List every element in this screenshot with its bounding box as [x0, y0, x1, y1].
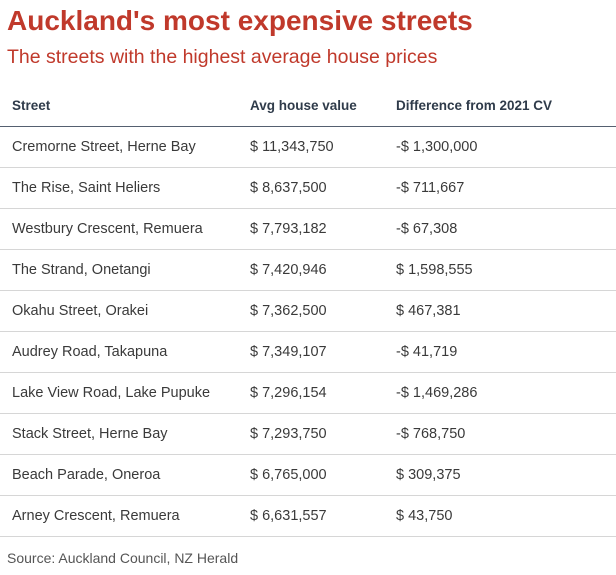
difference-cell: $ 1,598,555	[396, 249, 616, 291]
value-cell: $ 8,637,500	[250, 167, 396, 209]
street-cell: Okahu Street, Orakei	[0, 290, 250, 332]
street-cell: The Strand, Onetangi	[0, 249, 250, 291]
difference-cell: $ 43,750	[396, 495, 616, 537]
difference-cell: -$ 67,308	[396, 208, 616, 250]
streets-table: Street Avg house value Difference from 2…	[0, 86, 616, 537]
difference-cell: -$ 768,750	[396, 413, 616, 455]
difference-cell: $ 467,381	[396, 290, 616, 332]
difference-cell: -$ 41,719	[396, 331, 616, 373]
table-row: Lake View Road, Lake Pupuke $ 7,296,154 …	[0, 372, 616, 414]
table-row: Audrey Road, Takapuna $ 7,349,107 -$ 41,…	[0, 331, 616, 373]
column-header-street: Street	[0, 86, 250, 127]
value-cell: $ 6,765,000	[250, 454, 396, 496]
street-cell: Arney Crescent, Remuera	[0, 495, 250, 537]
street-cell: Audrey Road, Takapuna	[0, 331, 250, 373]
table-row: Okahu Street, Orakei $ 7,362,500 $ 467,3…	[0, 290, 616, 332]
difference-cell: -$ 711,667	[396, 167, 616, 209]
table-row: Arney Crescent, Remuera $ 6,631,557 $ 43…	[0, 495, 616, 537]
column-header-difference: Difference from 2021 CV	[396, 86, 616, 127]
difference-cell: $ 309,375	[396, 454, 616, 496]
page-title: Auckland's most expensive streets	[7, 5, 473, 36]
difference-cell: -$ 1,300,000	[396, 126, 616, 168]
street-cell: Westbury Crescent, Remuera	[0, 208, 250, 250]
table-row: Cremorne Street, Herne Bay $ 11,343,750 …	[0, 126, 616, 168]
value-cell: $ 7,793,182	[250, 208, 396, 250]
table-row: Westbury Crescent, Remuera $ 7,793,182 -…	[0, 208, 616, 250]
street-cell: Cremorne Street, Herne Bay	[0, 126, 250, 168]
value-cell: $ 7,296,154	[250, 372, 396, 414]
value-cell: $ 6,631,557	[250, 495, 396, 537]
table-header-row: Street Avg house value Difference from 2…	[0, 86, 616, 127]
source-note: Source: Auckland Council, NZ Herald	[7, 550, 239, 566]
table-row: The Rise, Saint Heliers $ 8,637,500 -$ 7…	[0, 167, 616, 209]
table-row: Stack Street, Herne Bay $ 7,293,750 -$ 7…	[0, 413, 616, 455]
table-row: The Strand, Onetangi $ 7,420,946 $ 1,598…	[0, 249, 616, 291]
table-row: Beach Parade, Oneroa $ 6,765,000 $ 309,3…	[0, 454, 616, 496]
page-subtitle: The streets with the highest average hou…	[7, 46, 438, 68]
value-cell: $ 7,420,946	[250, 249, 396, 291]
street-cell: Beach Parade, Oneroa	[0, 454, 250, 496]
value-cell: $ 7,362,500	[250, 290, 396, 332]
column-header-value: Avg house value	[250, 86, 396, 127]
street-cell: Stack Street, Herne Bay	[0, 413, 250, 455]
difference-cell: -$ 1,469,286	[396, 372, 616, 414]
value-cell: $ 7,349,107	[250, 331, 396, 373]
value-cell: $ 11,343,750	[250, 126, 396, 168]
street-cell: The Rise, Saint Heliers	[0, 167, 250, 209]
street-cell: Lake View Road, Lake Pupuke	[0, 372, 250, 414]
value-cell: $ 7,293,750	[250, 413, 396, 455]
